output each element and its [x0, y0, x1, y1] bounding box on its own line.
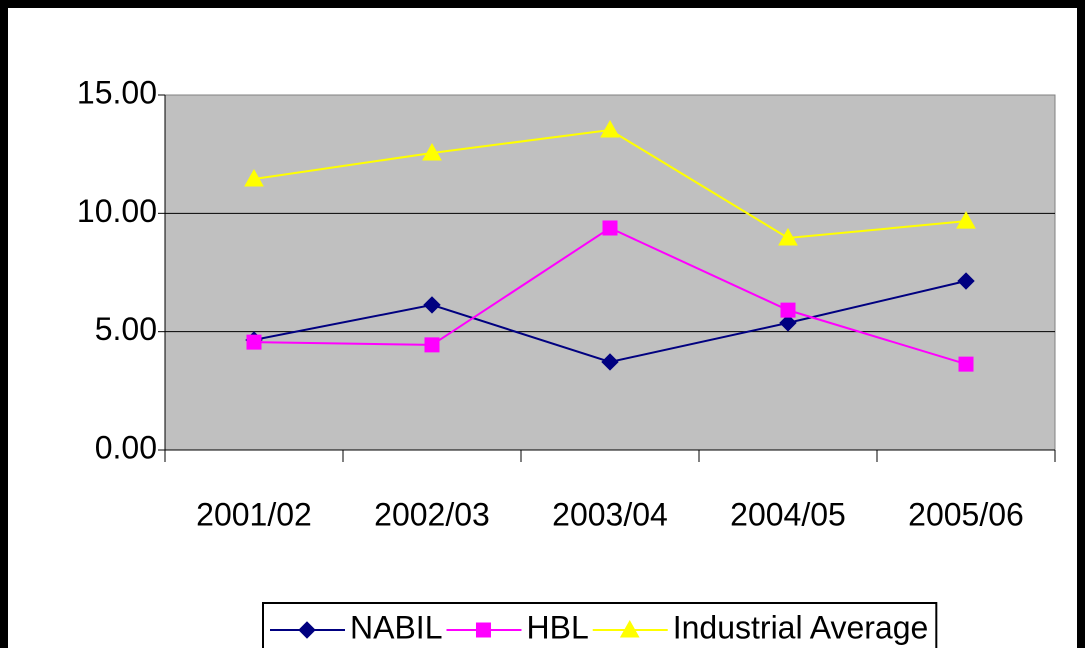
marker	[778, 227, 798, 246]
x-tick-label: 2003/04	[552, 496, 668, 532]
marker	[779, 314, 797, 332]
x-tick-label: 2001/02	[196, 496, 312, 532]
marker	[600, 120, 620, 138]
y-tick-label: 0.00	[95, 429, 157, 465]
x-tick-label: 2004/05	[730, 496, 846, 532]
marker	[246, 334, 262, 350]
marker	[958, 356, 974, 372]
marker	[956, 211, 976, 229]
marker	[244, 168, 264, 187]
y-tick-label: 15.00	[77, 74, 157, 110]
marker	[475, 622, 491, 638]
marker	[298, 621, 316, 639]
x-tick-label: 2005/06	[908, 496, 1024, 532]
legend-label: HBL	[526, 609, 588, 645]
marker	[422, 142, 442, 161]
marker	[957, 272, 975, 290]
marker	[601, 353, 619, 371]
plot-area	[164, 94, 1056, 451]
legend-label: NABIL	[350, 609, 442, 645]
marker	[602, 220, 618, 236]
y-tick-label: 5.00	[95, 311, 157, 347]
legend-label: Industrial Average	[673, 609, 929, 645]
marker	[780, 302, 796, 318]
marker	[424, 337, 440, 353]
x-tick-label: 2002/03	[374, 496, 490, 532]
y-tick-label: 10.00	[77, 193, 157, 229]
legend-box	[262, 602, 938, 648]
marker	[423, 296, 441, 314]
marker	[619, 619, 640, 638]
